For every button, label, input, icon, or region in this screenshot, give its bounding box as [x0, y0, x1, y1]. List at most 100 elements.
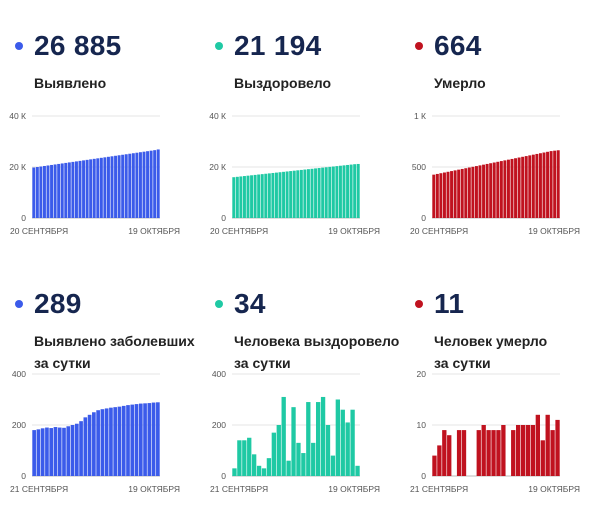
bar: [71, 161, 75, 218]
bar: [315, 402, 321, 476]
stat-card-4: 34 Человека выздоровело за сутки 400 200 0 21 …: [200, 258, 400, 516]
bar: [232, 177, 236, 218]
bar: [540, 440, 545, 476]
bar: [92, 412, 96, 476]
bar: [435, 173, 439, 218]
bar: [74, 423, 79, 476]
bar: [257, 174, 261, 218]
bar: [296, 170, 300, 218]
bar: [549, 151, 553, 218]
bar: [525, 425, 531, 476]
y-tick-label: 500: [412, 162, 426, 172]
bar: [85, 159, 89, 218]
stat-value: 21 194: [234, 30, 322, 61]
bar: [96, 410, 100, 476]
bar: [274, 172, 278, 218]
bar: [432, 455, 437, 476]
y-tick-label: 200: [12, 420, 26, 430]
bar: [128, 153, 132, 218]
x-tick-label-end: 19 ОКТЯБРЯ: [328, 226, 380, 236]
bar: [113, 407, 118, 476]
bar: [301, 453, 306, 476]
bar: [476, 430, 481, 476]
bar: [271, 172, 275, 218]
stat-label: Человека выздоровело за сутки: [234, 330, 399, 374]
bar: [545, 414, 550, 476]
bar: [510, 158, 514, 218]
bar: [471, 166, 475, 218]
bar: [285, 171, 289, 218]
bar: [346, 164, 350, 218]
stat-card-5: 11 Человек умерло за сутки 20 10 0 21 СЕНТЯБРЯ…: [400, 258, 600, 516]
bar: [321, 167, 325, 218]
bar: [62, 427, 66, 476]
bar: [153, 150, 157, 218]
bar: [151, 402, 156, 476]
bar: [282, 171, 286, 218]
bar: [89, 159, 93, 218]
bar: [57, 427, 62, 476]
x-tick-label-start: 21 СЕНТЯБРЯ: [410, 484, 468, 494]
bar: [345, 422, 350, 476]
bar: [514, 158, 518, 218]
bar: [149, 150, 153, 218]
series-dot: [15, 42, 23, 50]
bar: [126, 405, 130, 476]
bar: [456, 430, 462, 476]
bar: [267, 173, 271, 219]
stat-value: 664: [434, 30, 482, 61]
bar: [281, 396, 286, 476]
bar: [355, 465, 360, 476]
bar: [520, 425, 526, 476]
bar: [453, 170, 457, 218]
bar: [296, 442, 301, 476]
bar: [50, 164, 54, 218]
bar: [491, 430, 496, 476]
bar: [342, 165, 346, 218]
bar: [432, 174, 436, 218]
bar: [530, 425, 536, 476]
bar: [501, 425, 506, 476]
bar: [482, 164, 486, 218]
bar: [250, 175, 254, 218]
bar: [99, 157, 103, 218]
bar: [356, 163, 360, 218]
bar: [70, 425, 75, 476]
bar-chart: 400 200 0 21 СЕНТЯБРЯ 19 ОКТЯБРЯ: [210, 369, 380, 494]
bar: [556, 150, 560, 218]
bar: [328, 166, 332, 218]
bar: [437, 445, 442, 476]
bar: [439, 173, 443, 218]
bar: [35, 167, 39, 218]
x-tick-label-start: 20 СЕНТЯБРЯ: [10, 226, 68, 236]
bar: [542, 152, 546, 218]
bar: [306, 402, 311, 476]
y-tick-label: 0: [21, 471, 26, 481]
stat-value: 34: [234, 288, 266, 319]
bar-chart: 400 200 0 21 СЕНТЯБРЯ 19 ОКТЯБРЯ: [10, 369, 180, 494]
series-dot: [15, 300, 23, 308]
bar: [104, 408, 109, 476]
stat-value: 289: [34, 288, 82, 319]
bar: [553, 150, 557, 218]
x-tick-label-start: 21 СЕНТЯБРЯ: [210, 484, 268, 494]
bar: [450, 171, 454, 218]
stat-card-1: 21 194 Выздоровело 40 К 20 К 0 20 СЕНТЯБРЯ 19 …: [200, 0, 400, 258]
bar: [335, 399, 340, 476]
series-dot: [215, 300, 223, 308]
stat-label-line: Человека выздоровело: [234, 333, 400, 349]
stat-label: Выздоровело: [234, 72, 331, 94]
bar: [311, 442, 316, 476]
bar: [555, 419, 560, 476]
bar: [303, 169, 307, 218]
bar: [246, 175, 250, 218]
y-tick-label: 0: [21, 213, 26, 223]
bar: [79, 421, 83, 476]
bar: [156, 149, 160, 218]
bar: [264, 173, 268, 218]
bar: [325, 425, 331, 476]
bar: [142, 151, 146, 218]
bar: [489, 163, 493, 218]
y-tick-label: 0: [421, 213, 426, 223]
bar: [486, 430, 491, 476]
